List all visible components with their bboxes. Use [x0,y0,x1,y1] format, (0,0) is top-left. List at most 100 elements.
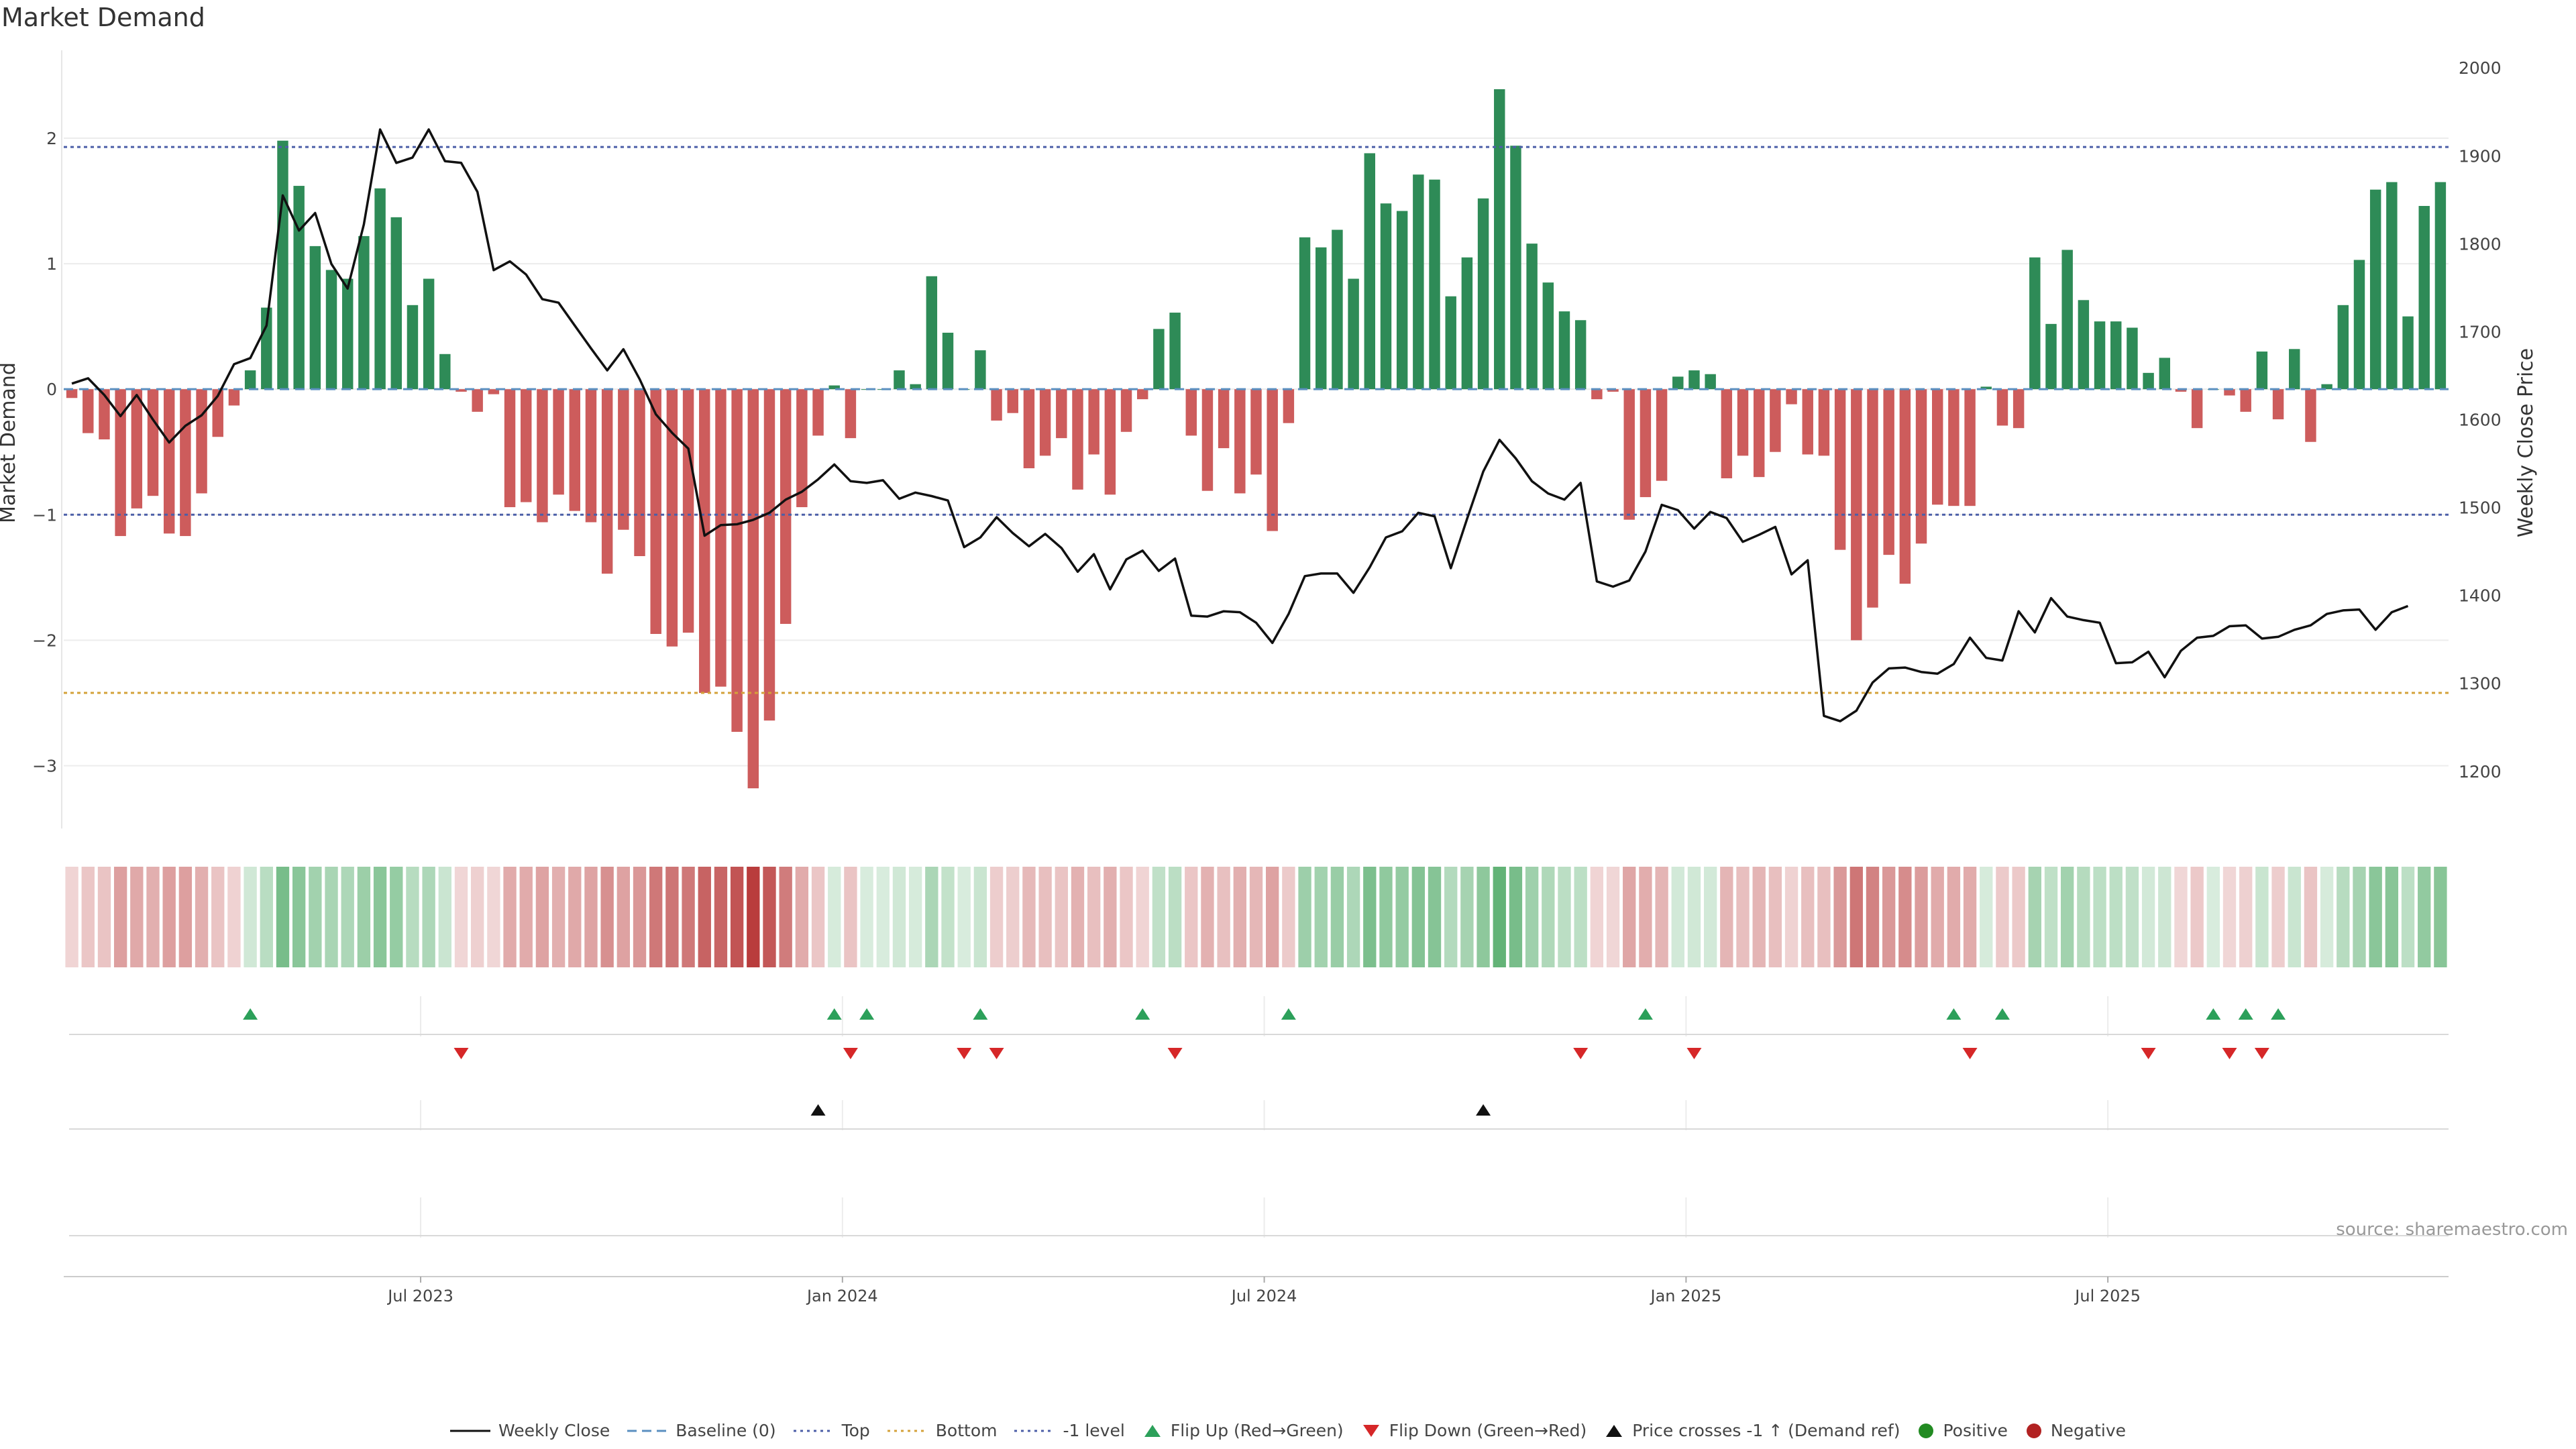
y2-tick-label: 2000 [2459,58,2502,78]
heat-cell [1849,867,1863,967]
demand-bar [439,354,451,390]
heat-cell [1833,867,1847,967]
demand-bar [1931,389,1943,505]
demand-bar [1558,311,1570,390]
heat-cell [195,867,209,967]
demand-bar [66,389,78,398]
heat-cell [1542,867,1555,967]
heat-cell [551,867,566,967]
y2-tick-label: 1900 [2459,146,2502,166]
demand-bar [293,186,305,390]
heat-cell [1022,867,1036,967]
legend-label: Baseline (0) [676,1421,776,1440]
heat-cell [2190,867,2204,967]
heat-cell [1185,867,1198,967]
heat-cell [1703,867,1717,967]
demand-bar [2418,206,2430,390]
heat-cell [1363,867,1377,967]
heat-cell [2158,867,2171,967]
demand-bar [828,385,840,390]
demand-bar [1072,389,1083,490]
demand-bar [1867,389,1878,608]
demand-bar [2386,182,2398,390]
demand-bar [2256,352,2268,390]
heat-cell [2271,867,2285,967]
heat-cell [1493,867,1506,967]
demand-bar [569,389,581,511]
demand-bar [975,350,986,390]
x-tick-label: Jul 2024 [1230,1287,1297,1305]
heat-cell [471,867,484,967]
heat-cell [211,867,225,967]
triangle-down-icon [1362,1424,1379,1437]
demand-bar [1136,389,1148,400]
legend-item-baseline: Baseline (0) [627,1421,776,1440]
y2-tick-label: 1600 [2459,411,2502,430]
heat-cell [1752,867,1766,967]
demand-bar [2353,260,2365,390]
heat-cell [1444,867,1458,967]
flip-down-marker [843,1048,858,1059]
demand-bar [1185,389,1197,436]
demand-bar [1753,389,1765,478]
heat-cell [2222,867,2237,967]
heat-cell [2401,867,2415,967]
demand-bar [1088,389,1099,455]
heat-cell [1980,867,1993,967]
demand-bar [2110,321,2122,390]
line-dotted-icon [887,1430,928,1432]
demand-bar [1915,389,1927,544]
demand-bar [374,188,386,390]
demand-bar [1737,389,1749,456]
demand-bar [780,389,792,625]
heat-cell [633,867,647,967]
y2-tick-label: 1700 [2459,322,2502,341]
demand-bar [1039,389,1051,456]
heat-cell [763,867,776,967]
demand-bar [1834,389,1846,550]
heat-cell [925,867,938,967]
demand-bar [1883,389,1894,555]
demand-bar [83,389,94,433]
demand-bar [812,389,824,436]
demand-bar [1153,329,1165,390]
heat-cell [130,867,144,967]
legend-label: Negative [2050,1421,2127,1440]
heat-cell [616,867,631,967]
source-credit: source: sharemaestro.com [2336,1220,2568,1240]
demand-bar [682,389,694,633]
heat-cell [795,867,809,967]
demand-bar [131,389,143,508]
demand-bar [2305,389,2316,442]
heat-cell [1071,867,1085,967]
y2-tick-label: 1200 [2459,762,2502,782]
heat-cell [1509,867,1523,967]
demand-bar [942,332,954,390]
flip-up-marker [1281,1008,1296,1020]
demand-bar [1672,376,1684,390]
heat-cell [2109,867,2123,967]
heat-cell [1606,867,1620,967]
heat-cell [1623,867,1636,967]
heat-cell [1233,867,1246,967]
heat-cell [1882,867,1896,967]
heat-cell [65,867,78,967]
demand-bar [504,389,516,508]
demand-bar [2127,327,2138,390]
heat-cell [1120,867,1133,967]
demand-bar [1445,296,1456,390]
heat-cell [1168,867,1182,967]
flip-up-marker [1994,1008,2010,1020]
heat-cell [698,867,711,967]
demand-bar [634,389,645,556]
demand-bar [2402,316,2414,390]
heat-cell [2337,867,2350,967]
demand-bar [1218,389,1230,449]
legend-item-positive: Positive [1917,1421,2008,1440]
demand-bar [1234,389,1246,494]
heat-cell [1963,867,1977,967]
x-tick-label: Jan 2024 [806,1287,878,1305]
flip-up-marker [859,1008,875,1020]
heat-cell [162,867,176,967]
legend-label: -1 level [1063,1421,1125,1440]
